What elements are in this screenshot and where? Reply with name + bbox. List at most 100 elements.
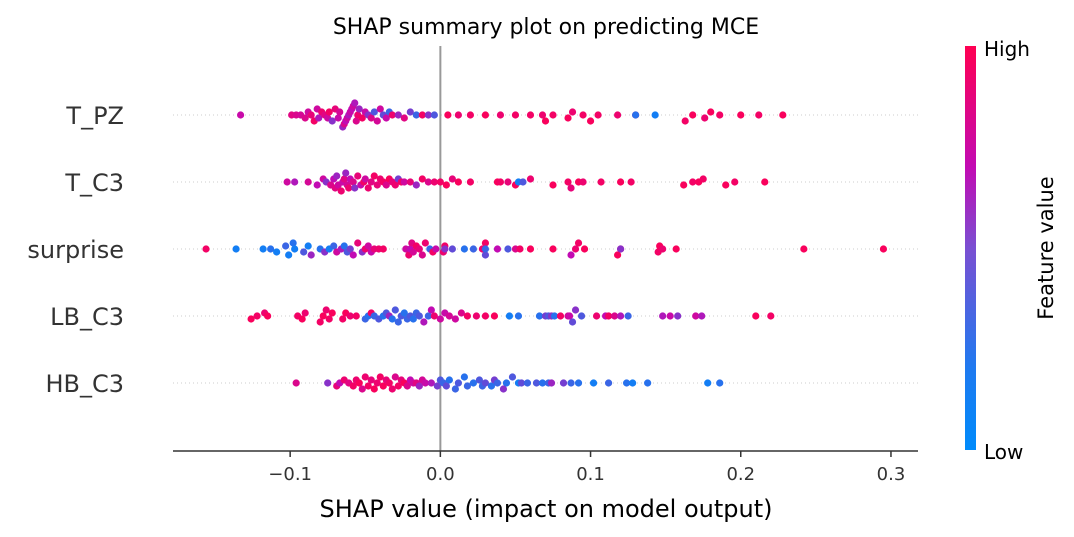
shap-point [406,108,414,116]
shap-point [304,242,312,250]
shap-point [659,312,667,320]
shap-point [731,178,739,186]
shap-point [412,181,420,189]
shap-point [463,312,471,320]
shap-point [202,245,210,253]
shap-point [351,99,359,107]
shap-point [430,312,438,320]
shap-point [264,312,272,320]
shap-point [412,111,420,119]
shap-point [394,382,402,390]
shap-point [559,379,568,387]
shap-point [755,111,763,119]
shap-point [442,382,450,390]
shap-point [466,111,474,119]
shap-point [432,245,440,253]
x-tick-label: 0.2 [726,464,755,485]
shap-point [496,178,505,186]
chart-title: SHAP summary plot on predicting MCE [333,15,759,40]
shap-point [493,379,502,387]
shap-point [699,175,707,183]
shap-point [379,245,387,253]
shap-point [594,111,602,119]
shap-point [292,379,300,387]
shap-point [779,111,787,119]
shap-point [328,309,336,317]
shap-point [549,245,557,253]
shap-point [400,178,408,186]
shap-point [361,373,369,381]
shap-point [517,379,526,387]
shap-point [574,379,583,387]
shap-point [454,379,462,387]
shap-point [445,312,453,320]
shap-point [627,178,635,186]
shap-point [487,382,496,390]
shap-point [454,111,462,119]
shap-point [674,312,682,320]
shap-point [349,251,357,259]
shap-point [304,178,312,186]
shap-point [716,111,724,119]
shap-point [707,108,715,116]
shap-point [454,178,462,186]
shap-point [307,251,315,259]
shap-point [382,181,390,189]
shap-point [574,239,583,247]
shap-point [340,242,348,250]
shap-point [352,312,360,320]
shap-point [538,111,547,119]
shap-point [519,178,527,186]
shap-point [604,379,613,387]
shap-point [259,245,267,253]
shap-point [767,312,775,320]
shap-point [504,178,512,186]
shap-point [651,111,659,119]
shap-point [698,312,706,320]
shap-point [444,111,452,119]
shap-point [418,111,426,119]
shap-point [421,239,429,247]
shap-point [364,184,372,192]
shap-point [361,175,369,183]
shap-point [617,178,625,186]
shap-point [541,117,550,125]
shap-point [475,376,484,384]
shap-point [325,315,333,323]
shap-point [457,309,465,317]
shap-point [460,245,468,253]
shap-point [672,245,680,253]
shap-point [617,312,625,320]
shap-point [339,315,347,323]
shap-point [325,108,333,116]
shap-point [490,312,499,320]
shap-point [496,111,505,119]
shap-point [352,117,360,125]
shap-point [481,312,490,320]
shap-point [427,379,435,387]
shap-point [624,312,632,320]
colorbar-low-label: Low [984,440,1023,464]
shap-point [564,178,572,186]
shap-point [436,315,444,323]
shap-point [406,178,414,186]
shap-point [400,114,408,122]
shap-point [282,242,290,250]
shap-point [556,312,565,320]
shap-point [508,373,517,381]
shap-point [610,312,619,320]
shap-point [737,111,745,119]
shap-point [424,178,432,186]
shap-point [442,181,450,189]
shap-point [391,373,399,381]
shap-point [388,315,396,323]
shap-point [418,251,426,259]
shap-point [511,111,520,119]
shap-point [322,306,330,314]
shap-point [394,111,402,119]
shap-point [409,248,417,256]
shap-point [313,181,321,189]
shap-point [283,178,291,186]
shap-point [349,382,357,390]
shap-point [367,376,375,384]
